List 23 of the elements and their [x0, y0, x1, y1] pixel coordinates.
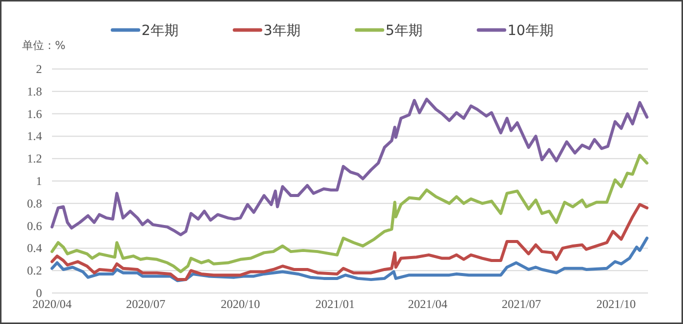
- y-tick-label: 1.6: [27, 106, 42, 121]
- legend-label: 2年期: [142, 23, 178, 39]
- y-tick-label: 0.6: [27, 218, 42, 233]
- x-tick-label: 2020/07: [126, 297, 166, 311]
- x-tick-label: 2021/10: [596, 297, 636, 311]
- y-tick-label: 2: [36, 62, 42, 76]
- y-tick-label: 0.2: [27, 264, 42, 278]
- x-tick-label: 2021/07: [502, 297, 542, 311]
- y-tick-label: 0.4: [27, 241, 42, 256]
- y-tick-label: 1: [36, 174, 42, 188]
- y-tick-label: 0: [36, 286, 42, 300]
- x-tick-label: 2020/04: [32, 297, 72, 311]
- legend-label: 10年期: [508, 23, 554, 39]
- x-tick-label: 2020/10: [220, 297, 260, 311]
- x-tick-label: 2021/01: [315, 297, 355, 311]
- x-tick-label: 2021/04: [408, 297, 448, 311]
- y-tick-label: 1.2: [27, 152, 42, 166]
- legend-label: 3年期: [264, 23, 300, 39]
- y-tick-label: 1.4: [27, 129, 42, 144]
- y-tick-label: 0.8: [27, 196, 42, 210]
- y-tick-label: 1.8: [27, 84, 42, 98]
- y-axis-title: 单位：%: [22, 39, 66, 52]
- legend-label: 5年期: [386, 23, 422, 39]
